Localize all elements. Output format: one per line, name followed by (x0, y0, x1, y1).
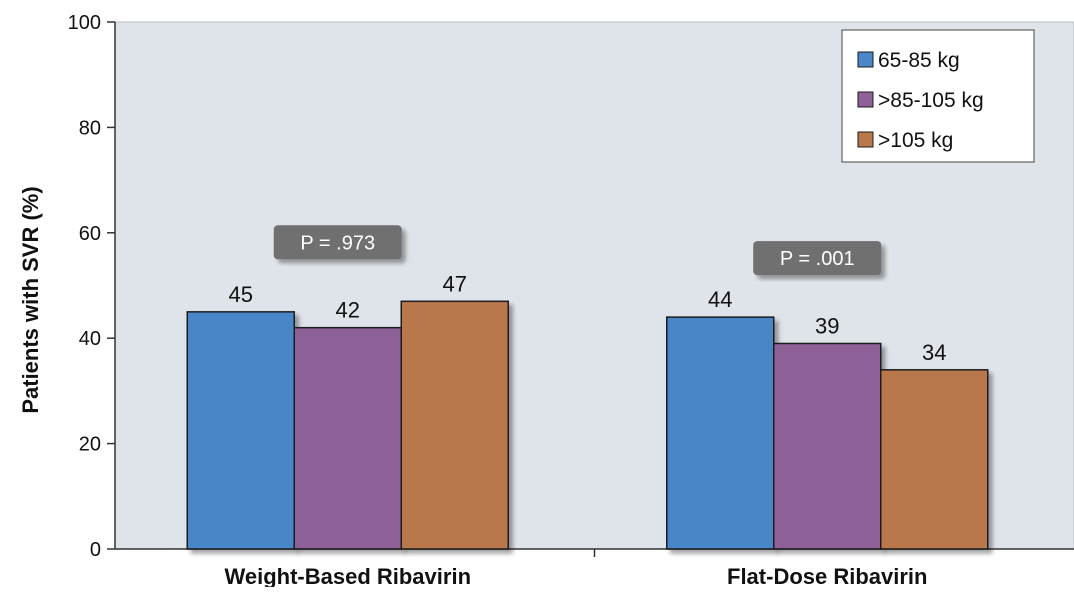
y-tick-label: 60 (79, 223, 101, 245)
x-category-label: Flat-Dose Ribavirin (727, 564, 927, 587)
bar-value-label: 34 (922, 340, 946, 365)
bar (400, 300, 509, 550)
p-value-label: P = .001 (780, 248, 855, 270)
bars (186, 300, 989, 550)
p-value-box (753, 241, 882, 276)
bar-value-label: 47 (443, 271, 467, 296)
bar (293, 326, 402, 550)
y-tick-label: 80 (79, 117, 101, 139)
legend: 65-85 kg >85-105 kg >105 kg (841, 29, 1035, 163)
legend-label: 65-85 kg (878, 49, 960, 72)
legend-box (841, 29, 1035, 163)
y-tick-label: 20 (79, 434, 101, 456)
data-labels: 45 42 47 44 39 34 (229, 271, 947, 365)
legend-label: >85-105 kg (878, 89, 984, 112)
bar-value-label: 42 (336, 298, 360, 323)
legend-swatch (857, 91, 874, 108)
y-axis-label: Patients with SVR (%) (18, 186, 43, 413)
bar (880, 369, 989, 550)
bar-value-label: 45 (229, 282, 253, 307)
legend-label: >105 kg (878, 129, 953, 152)
legend-swatch (857, 51, 874, 68)
bar (666, 316, 775, 550)
bar-value-label: 39 (815, 313, 839, 338)
y-tick-label: 40 (79, 328, 101, 350)
bar (773, 342, 882, 550)
p-value-box (273, 225, 402, 260)
x-category-label: Weight-Based Ribavirin (224, 564, 471, 587)
legend-swatch (857, 131, 874, 148)
annotations: P = .973 P = .001 (273, 225, 882, 276)
bar (186, 311, 295, 550)
y-tick-label: 100 (68, 12, 101, 34)
bar-value-label: 44 (708, 287, 732, 312)
p-value-label: P = .973 (300, 232, 375, 254)
y-tick-label: 0 (90, 539, 101, 561)
